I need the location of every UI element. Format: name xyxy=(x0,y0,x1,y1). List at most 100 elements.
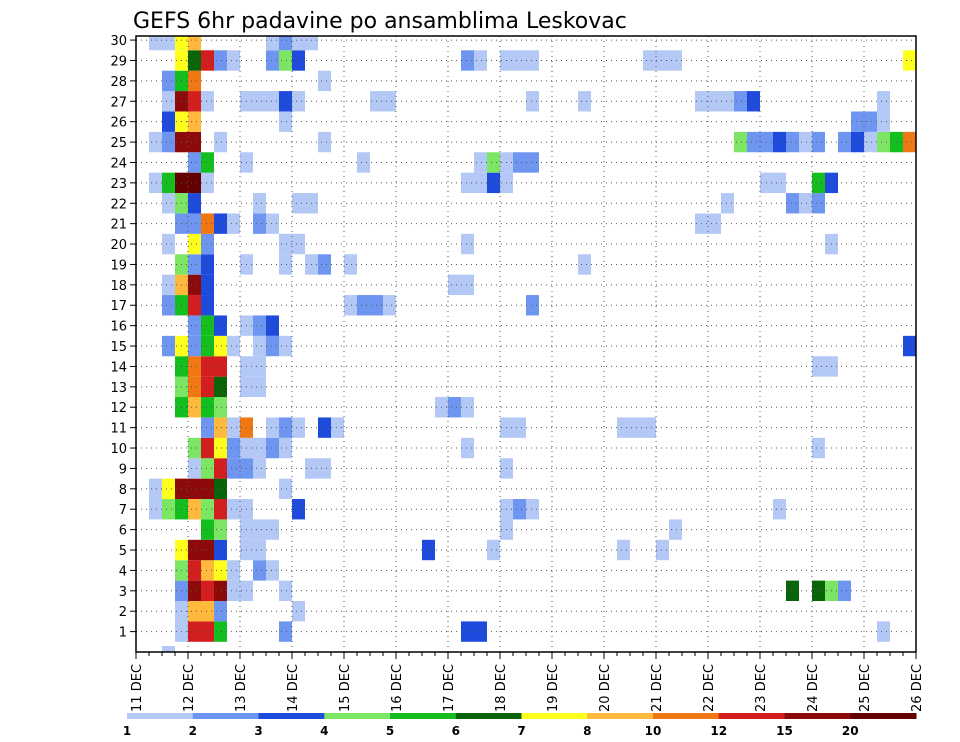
data-cell xyxy=(188,478,201,500)
data-cell xyxy=(851,111,864,132)
data-cell xyxy=(201,376,214,398)
data-cell xyxy=(838,580,851,602)
data-cell xyxy=(214,356,227,377)
data-cell xyxy=(734,131,747,153)
data-cell xyxy=(162,111,175,132)
x-tick-label: 17 DEC xyxy=(442,664,457,712)
data-cell xyxy=(292,601,305,622)
data-cell xyxy=(292,233,305,255)
data-cell xyxy=(201,397,214,418)
x-tick-label: 15 DEC xyxy=(338,664,353,712)
data-cell xyxy=(461,233,474,255)
data-cell xyxy=(266,437,279,459)
data-cell xyxy=(188,213,201,234)
data-cell xyxy=(253,91,266,112)
data-cell xyxy=(201,580,214,602)
legend-label: 10 xyxy=(645,724,662,738)
data-cell xyxy=(279,36,292,51)
data-cell xyxy=(357,152,370,173)
data-cell xyxy=(474,172,487,194)
data-cell xyxy=(188,233,201,255)
data-cell xyxy=(799,131,812,153)
data-cell xyxy=(214,315,227,336)
y-tick-label: 17 xyxy=(110,299,127,314)
data-cell xyxy=(188,580,201,602)
y-tick-label: 28 xyxy=(110,75,127,90)
data-cell xyxy=(526,499,539,520)
data-cell xyxy=(162,295,175,316)
data-cell xyxy=(175,36,188,51)
data-cell xyxy=(253,437,266,459)
data-cell xyxy=(253,560,266,581)
data-cell xyxy=(214,213,227,234)
data-cell xyxy=(292,91,305,112)
data-cell xyxy=(188,70,201,92)
data-cell xyxy=(812,193,825,214)
data-cell xyxy=(227,499,240,520)
data-cell xyxy=(201,172,214,194)
data-cell xyxy=(279,437,292,459)
data-cell xyxy=(188,254,201,275)
data-cell xyxy=(617,417,630,438)
data-cell xyxy=(526,50,539,71)
data-cell xyxy=(279,254,292,275)
legend: 1 2 3 4 5 6 7 8 10 12 15 20 xyxy=(123,713,917,738)
data-cell xyxy=(253,315,266,336)
data-cell xyxy=(188,437,201,459)
data-cell xyxy=(214,560,227,581)
data-cell xyxy=(747,91,760,112)
data-cell xyxy=(383,295,396,316)
data-cell xyxy=(357,295,370,316)
legend-swatch xyxy=(127,713,194,719)
data-cell xyxy=(214,397,227,418)
data-cell xyxy=(201,417,214,438)
data-cell xyxy=(214,131,227,153)
legend-swatch xyxy=(850,713,917,719)
data-cell xyxy=(214,519,227,540)
data-cell xyxy=(448,397,461,418)
data-cell xyxy=(305,36,318,51)
data-cell xyxy=(461,397,474,418)
data-cell xyxy=(526,152,539,173)
data-cell xyxy=(474,50,487,71)
data-cell xyxy=(188,50,201,71)
data-cell xyxy=(162,36,175,51)
x-tick-label: 12 DEC xyxy=(182,664,197,712)
data-cell xyxy=(227,580,240,602)
data-cell xyxy=(201,499,214,520)
legend-swatch xyxy=(258,713,325,719)
y-tick-label: 29 xyxy=(110,54,127,69)
data-cell xyxy=(266,335,279,357)
legend-swatch xyxy=(784,713,851,719)
data-cell xyxy=(318,254,331,275)
data-cell xyxy=(188,152,201,173)
data-cell xyxy=(318,417,331,438)
data-cell xyxy=(214,539,227,561)
data-cell xyxy=(318,70,331,92)
y-tick-label: 11 xyxy=(110,422,127,437)
data-cell xyxy=(266,36,279,51)
data-cell xyxy=(201,233,214,255)
data-cell xyxy=(786,131,799,153)
data-cell xyxy=(201,274,214,296)
x-tick-label: 18 DEC xyxy=(494,664,509,712)
data-cell xyxy=(747,131,760,153)
data-cell xyxy=(162,499,175,520)
data-cell xyxy=(903,50,916,71)
data-cell xyxy=(279,417,292,438)
data-cell xyxy=(227,437,240,459)
data-cell xyxy=(188,111,201,132)
data-cell xyxy=(214,437,227,459)
data-cell xyxy=(214,499,227,520)
data-cell xyxy=(188,315,201,336)
y-tick-label: 2 xyxy=(119,605,127,620)
data-cell xyxy=(513,499,526,520)
data-cell xyxy=(721,91,734,112)
data-cell xyxy=(279,233,292,255)
y-tick-label: 21 xyxy=(110,218,127,233)
data-cell xyxy=(188,131,201,153)
data-cell xyxy=(214,601,227,622)
data-cell xyxy=(188,458,201,479)
legend-swatch xyxy=(521,713,588,719)
data-cell xyxy=(461,50,474,71)
